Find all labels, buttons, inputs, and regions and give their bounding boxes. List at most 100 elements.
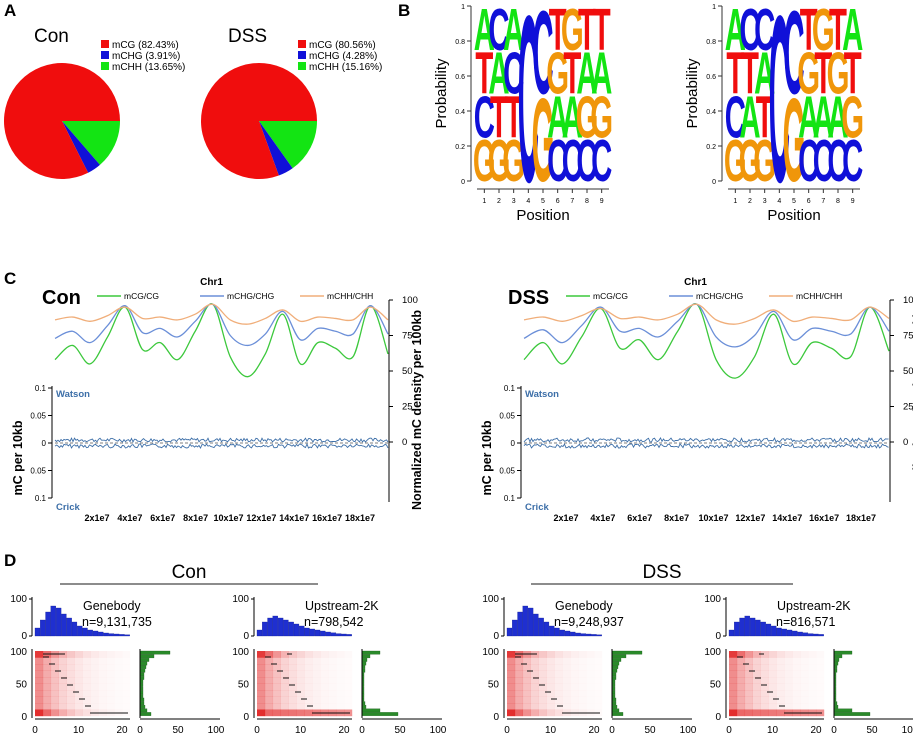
legend-swatch [298,40,306,48]
hist-bar [330,632,337,637]
x-tick-label: 3 [512,198,516,205]
side-bar [611,665,619,669]
hist-tick-label: 0 [243,631,249,642]
heat-cell [507,703,516,710]
heat-cell [800,690,808,697]
heat-cell [776,657,785,665]
heat-cell [744,709,753,717]
heat-cell [328,703,336,710]
left-tick-label: 0.1 [35,384,47,393]
heat-cell [344,664,352,671]
heat-cell [344,651,352,658]
heat-cell [792,670,801,678]
heat-cell [122,664,130,671]
hist-bar [98,631,104,637]
heat-cell [328,697,336,704]
heat-cell [760,683,769,691]
heat-cell [729,670,738,678]
heat-cell [554,677,563,684]
heat-cell [296,690,305,697]
pie-title: DSS [228,26,267,47]
heat-cell [578,697,586,704]
heat-cell [578,703,586,710]
heat-cell [507,657,516,665]
logo-letter: T [505,84,523,150]
heat-cell [257,690,266,697]
heat-cell [280,657,289,665]
logo-letter: A [591,40,612,106]
side-x-label: 0 [359,725,365,736]
heat-cell [514,703,524,710]
plot-count: n=816,571 [776,615,835,629]
x-tick-label: 6 [807,198,811,205]
heat-cell [264,677,274,684]
heat-cell [42,690,52,697]
heat-cell [264,683,274,691]
left-tick-label: 0 [511,439,516,448]
strand-crick: Crick [56,502,80,513]
hist-bar [66,617,72,637]
heat-cell [336,703,344,710]
heat-cell [82,651,91,658]
heat-cell [98,670,107,678]
hist-bar [267,617,273,637]
heat-cell [530,690,539,697]
heat-cell [546,657,555,665]
heat-cell [312,670,321,678]
heat-cell [74,651,83,658]
heat-cell [280,677,289,684]
hist-bar [802,632,809,637]
y-tick-label: 0.2 [706,144,716,151]
heat-cell [776,683,785,691]
hist-bar [325,631,331,637]
heat-cell [507,677,516,684]
hist-bar [119,634,125,637]
heat-cell [768,690,777,697]
plot-title: Upstream-2K [305,599,379,613]
logo-letter: A [754,40,775,106]
logo-letter: T [756,84,774,150]
heat-cell [538,709,547,717]
heat-cell [729,677,738,684]
heat-cell [554,690,563,697]
heat-cell [336,684,344,691]
heat-cell [296,677,305,684]
side-bar [139,665,147,669]
heat-cell [344,697,352,704]
heat-cell [538,696,547,704]
hist-bar [346,634,352,637]
x-tick-label: 10x1e7 [698,513,728,523]
heat-cell [546,709,555,717]
logo-letter: G [783,75,806,207]
heat-cell [257,664,266,671]
hist-bar [77,625,83,637]
heat-cell [336,658,344,665]
heat-cell [729,664,738,671]
heat-cell [784,657,793,665]
y-axis-title: Probability [684,58,701,129]
heat-cell [507,683,516,691]
x-tick-label: 8x1e7 [664,513,689,523]
left-tick-label: 0.05 [30,412,46,421]
heat-cell [296,657,305,665]
heat-cell [344,671,352,678]
heat-cell [288,683,297,691]
heat-cell [304,651,313,658]
heat-cell [122,690,130,697]
side-bar [139,712,152,716]
x-tick-label: 1 [482,198,486,205]
heat-cell [800,671,808,678]
heat-cell [514,664,524,671]
side-x-label: 50 [394,725,406,736]
heat-cell [808,690,816,697]
strand-watson: Watson [56,389,90,400]
heat-cell [744,664,753,671]
heat-cell [304,670,313,678]
heat-cell [586,651,594,658]
group-label: Con [42,287,81,309]
logo-letter: C [488,0,509,62]
heat-cell [744,651,753,658]
heat-cell [35,696,44,704]
heat-cell [776,670,785,678]
heat-cell [594,671,602,678]
